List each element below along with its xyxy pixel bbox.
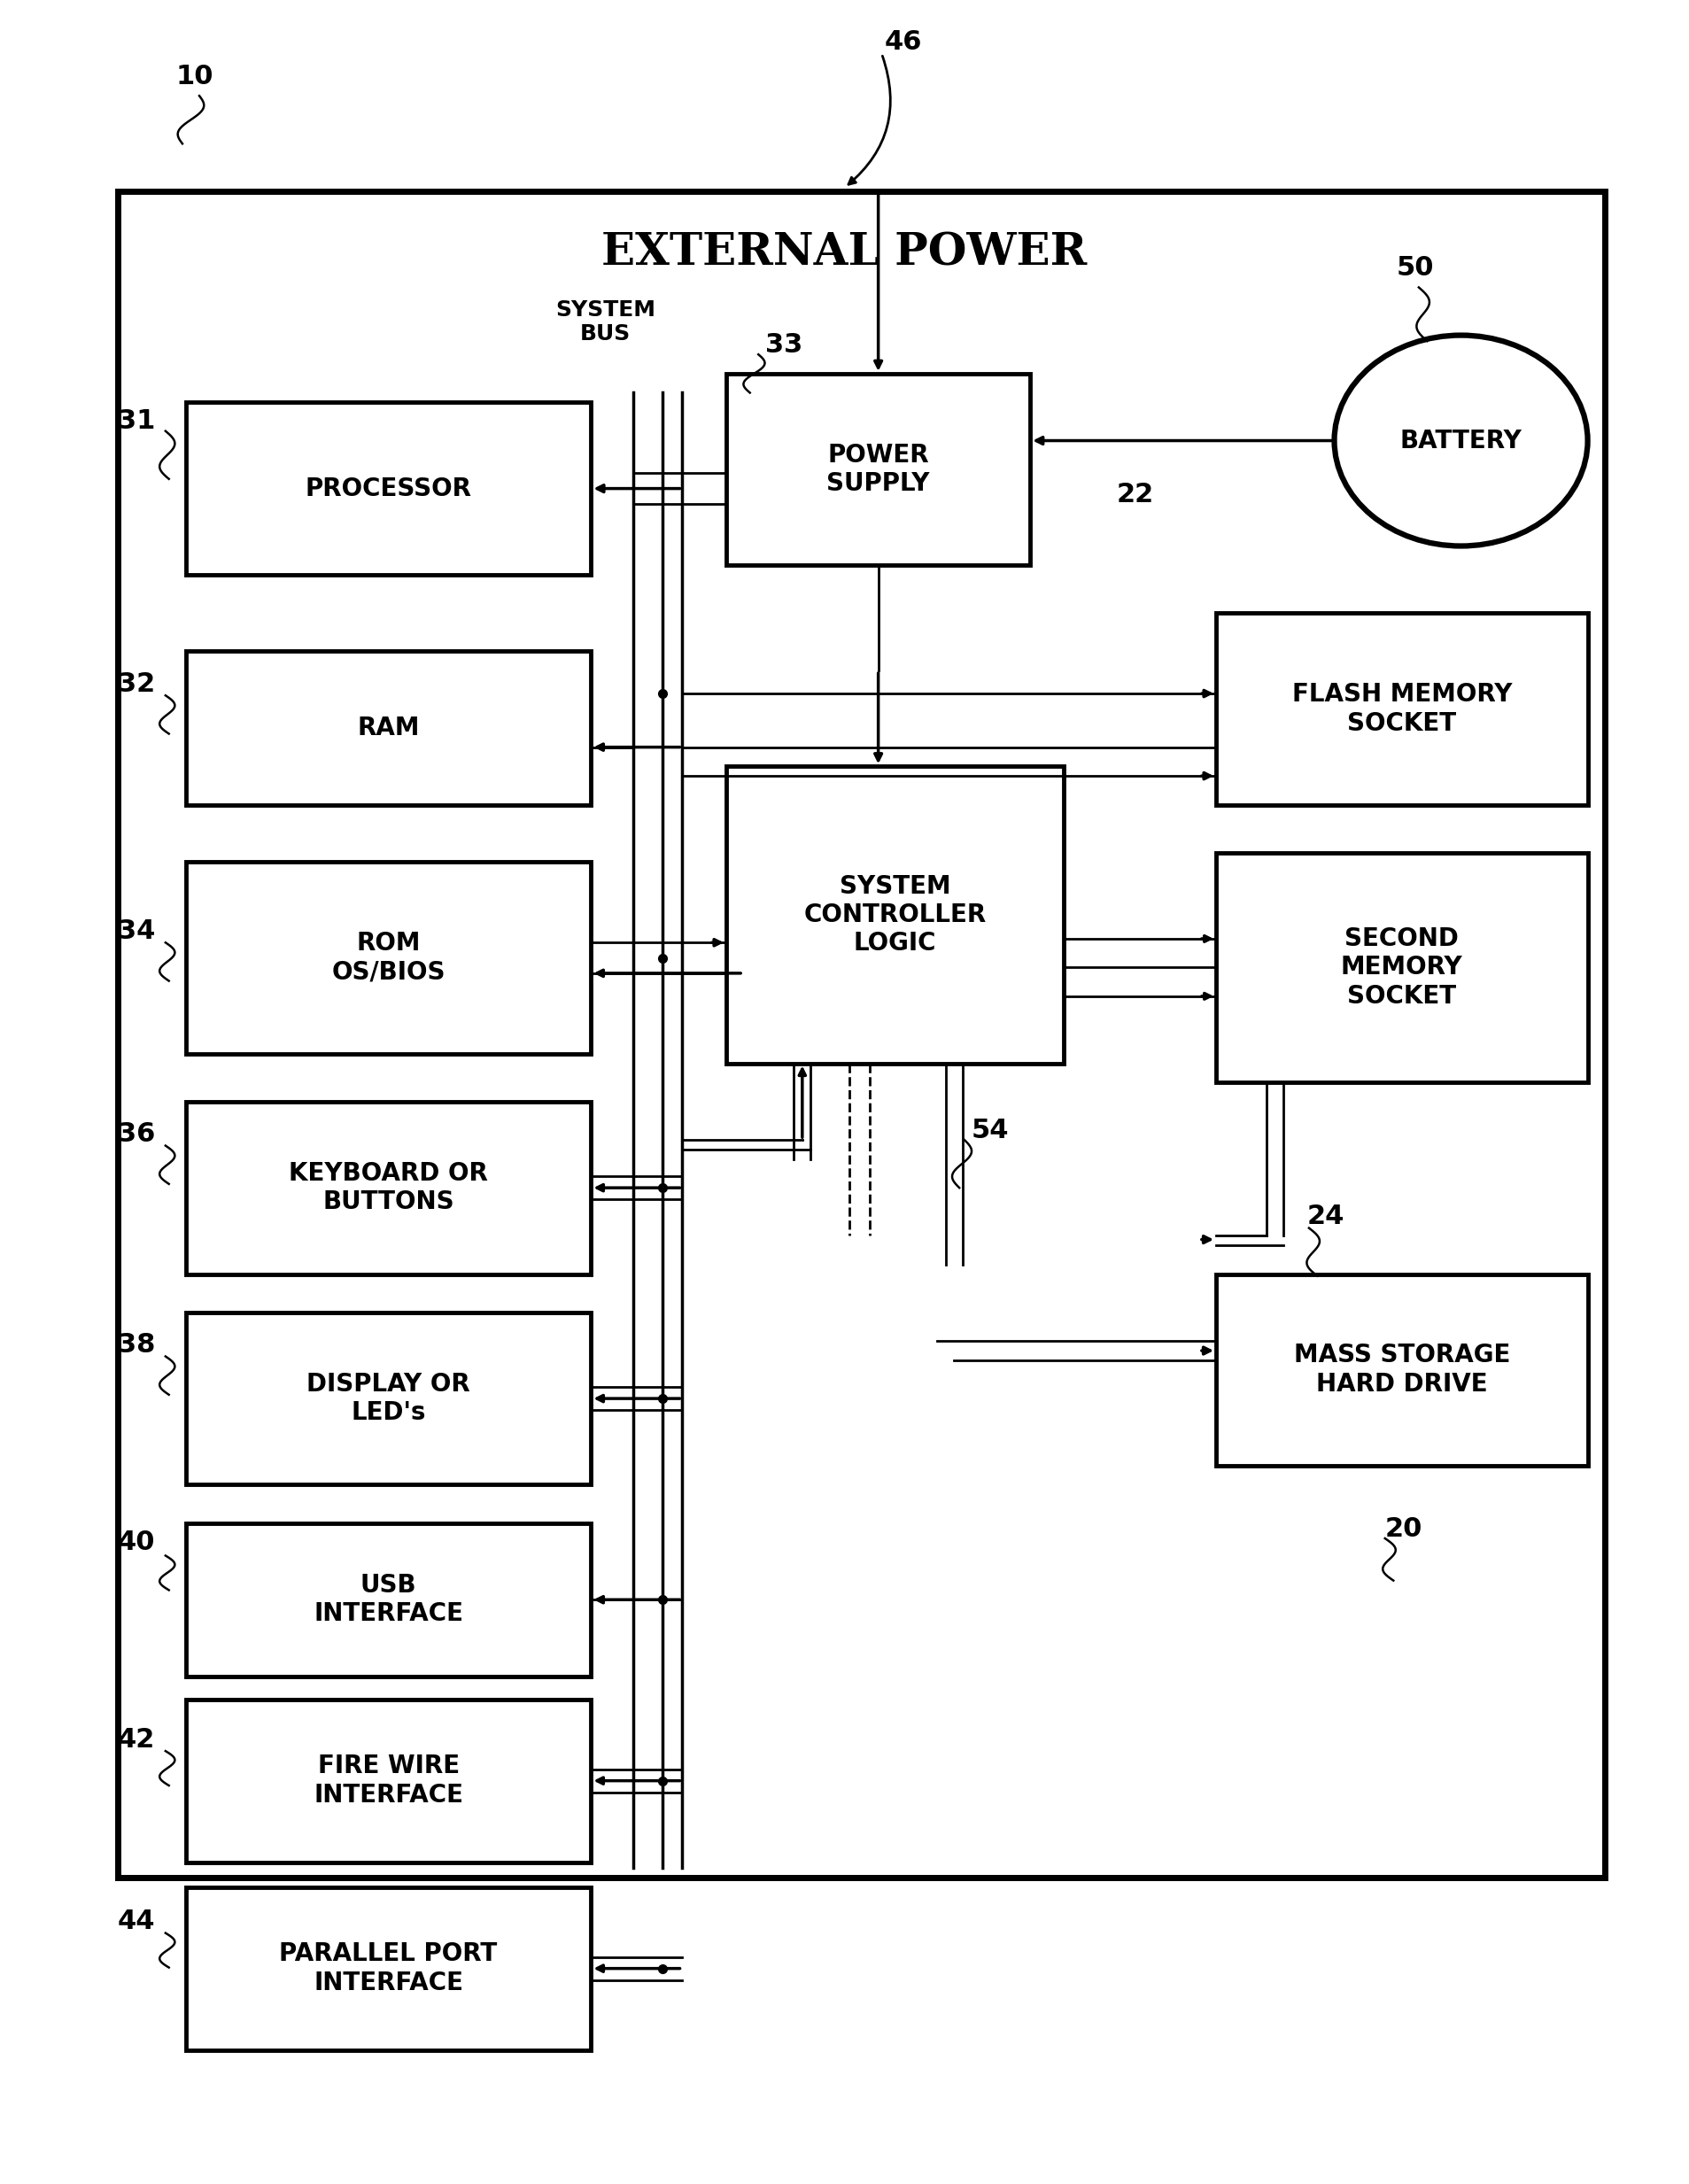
Text: DISPLAY OR
LED's: DISPLAY OR LED's <box>307 1372 470 1426</box>
Text: 54: 54 <box>971 1118 1008 1142</box>
Bar <box>186 651 591 804</box>
Text: 36: 36 <box>118 1120 155 1147</box>
Bar <box>186 402 591 574</box>
Text: POWER
SUPPLY: POWER SUPPLY <box>826 443 931 496</box>
Text: 46: 46 <box>885 28 922 55</box>
Text: 31: 31 <box>118 408 155 435</box>
Text: KEYBOARD OR
BUTTONS: KEYBOARD OR BUTTONS <box>289 1162 488 1214</box>
Bar <box>1216 1273 1588 1465</box>
Text: 24: 24 <box>1307 1203 1344 1230</box>
Bar <box>118 192 1605 1878</box>
Bar <box>726 373 1030 566</box>
Bar <box>186 1101 591 1273</box>
Bar <box>1216 614 1588 804</box>
Text: 44: 44 <box>118 1909 155 1935</box>
Bar <box>186 1887 591 2051</box>
Text: 10: 10 <box>176 63 213 90</box>
Text: 22: 22 <box>1116 480 1154 507</box>
Text: SECOND
MEMORY
SOCKET: SECOND MEMORY SOCKET <box>1341 926 1463 1009</box>
Text: RAM: RAM <box>358 716 419 740</box>
Text: EXTERNAL POWER: EXTERNAL POWER <box>601 232 1088 275</box>
Bar <box>1216 852 1588 1083</box>
Bar <box>186 1522 591 1677</box>
Text: 32: 32 <box>118 670 155 697</box>
Text: 33: 33 <box>765 332 802 358</box>
Bar <box>186 1313 591 1485</box>
Text: PARALLEL PORT
INTERFACE: PARALLEL PORT INTERFACE <box>279 1942 498 1996</box>
Text: SYSTEM
BUS: SYSTEM BUS <box>556 299 655 345</box>
Ellipse shape <box>1334 336 1588 546</box>
Text: FIRE WIRE
INTERFACE: FIRE WIRE INTERFACE <box>314 1754 463 1808</box>
Bar <box>186 1699 591 1863</box>
Text: 42: 42 <box>118 1728 155 1752</box>
Text: SYSTEM
CONTROLLER
LOGIC: SYSTEM CONTROLLER LOGIC <box>804 874 986 957</box>
Text: 20: 20 <box>1385 1516 1422 1542</box>
Text: USB
INTERFACE: USB INTERFACE <box>314 1572 463 1627</box>
Text: 38: 38 <box>118 1332 155 1358</box>
Text: 34: 34 <box>118 917 155 943</box>
Text: 40: 40 <box>118 1529 155 1555</box>
Text: BATTERY: BATTERY <box>1400 428 1522 452</box>
Text: 50: 50 <box>1397 256 1434 282</box>
Bar <box>726 767 1064 1064</box>
Text: PROCESSOR: PROCESSOR <box>306 476 471 500</box>
Text: ROM
OS/BIOS: ROM OS/BIOS <box>331 930 446 985</box>
Text: FLASH MEMORY
SOCKET: FLASH MEMORY SOCKET <box>1292 681 1512 736</box>
Bar <box>186 863 591 1053</box>
Text: MASS STORAGE
HARD DRIVE: MASS STORAGE HARD DRIVE <box>1294 1343 1510 1396</box>
